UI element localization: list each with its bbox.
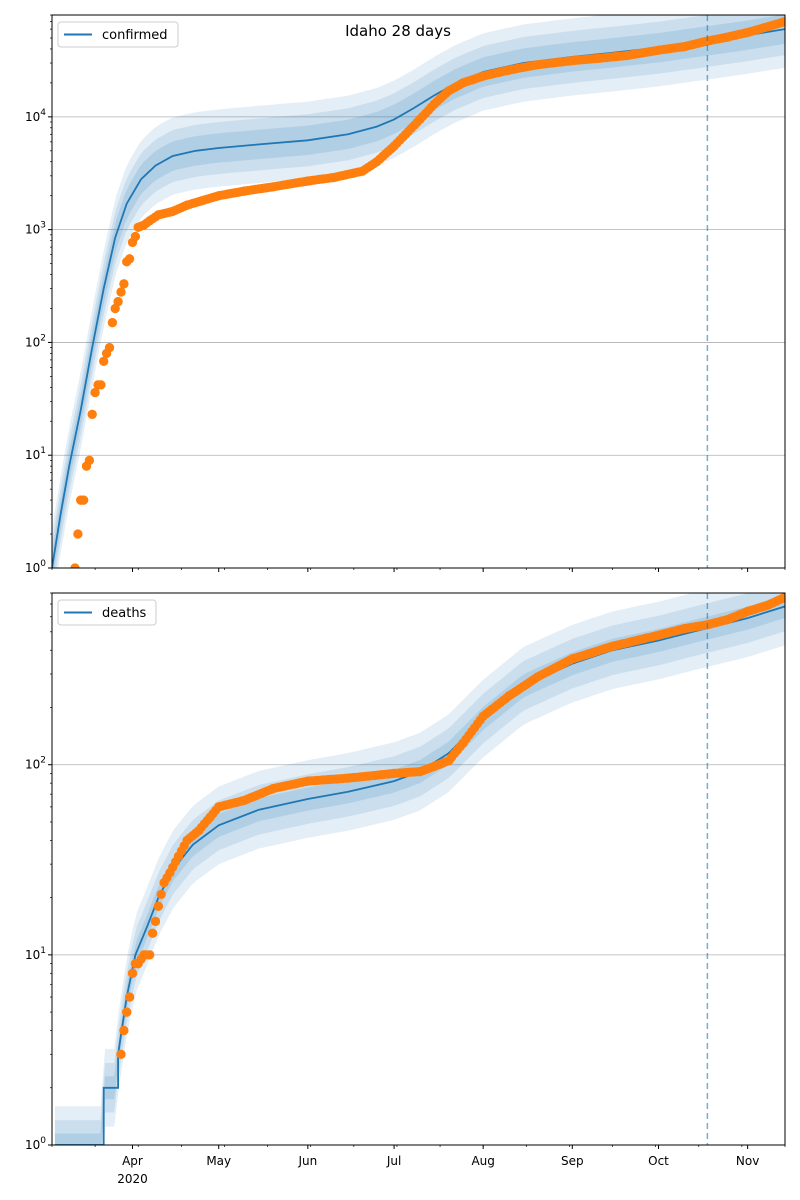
observed-point (104, 343, 115, 353)
x-year-label: 2020 (117, 1172, 148, 1186)
observed-point (119, 1025, 129, 1036)
confirmed-plot: 100 101 102 103 104 confirmed (25, 14, 786, 575)
observed-point (130, 231, 140, 242)
observed-point (156, 889, 166, 900)
uncertainty-band (54, 593, 785, 1145)
x-tick-label: Jun (297, 1154, 317, 1168)
uncertainty-band (54, 593, 785, 1145)
observed-point (122, 1007, 132, 1017)
observed-point (73, 529, 83, 539)
observed-point (125, 992, 135, 1002)
axes-frame (51, 592, 786, 1146)
y-tick-label: 102 (25, 756, 46, 772)
observed-point (87, 409, 97, 419)
observed-point (90, 387, 100, 398)
observed-point (84, 455, 94, 465)
observed-point (153, 901, 163, 911)
observed-point (127, 968, 138, 978)
observed-point (116, 1049, 126, 1059)
observed-point (107, 318, 117, 328)
legend-label: confirmed (102, 28, 168, 43)
y-tick-label: 100 (25, 1136, 46, 1152)
y-tick-label: 100 (25, 559, 46, 575)
y-tick-label: 101 (25, 446, 46, 462)
observed-point (148, 928, 158, 938)
y-tick-label: 102 (25, 333, 46, 349)
legend-label: deaths (102, 606, 147, 621)
uncertainty-band (52, 15, 785, 568)
observed-point (99, 356, 109, 366)
observed-point (110, 303, 120, 314)
observed-point (125, 254, 135, 264)
uncertainty-band (52, 15, 785, 568)
deaths-plot: 100 101 102 Apr May Jun Jul Aug Sep Oct Nov 2020 dea… (25, 592, 786, 1186)
uncertainty-band (52, 15, 785, 568)
observed-point (780, 593, 785, 602)
y-tick-label: 104 (25, 108, 46, 124)
observed-point (113, 297, 123, 307)
legend-box (57, 21, 179, 48)
y-tick-label: 101 (25, 946, 46, 962)
observed-point (780, 16, 785, 27)
chart-title: Idaho 28 days (345, 22, 451, 40)
observed-point (79, 495, 89, 505)
observed-point (150, 916, 161, 927)
y-tick-label: 103 (25, 221, 46, 237)
x-tick-label: Nov (736, 1154, 759, 1168)
x-tick-label: Jul (386, 1154, 401, 1168)
axes-frame (51, 14, 786, 569)
x-tick-label: Aug (471, 1154, 494, 1168)
x-tick-label: Sep (561, 1154, 584, 1168)
x-tick-label: Oct (648, 1154, 669, 1168)
observed-point (145, 950, 155, 960)
x-tick-label: Apr (122, 1154, 143, 1168)
legend-box (57, 599, 157, 626)
observed-point (116, 287, 126, 297)
plot-area (52, 15, 785, 568)
observed-point (119, 279, 129, 289)
x-tick-label: May (206, 1154, 231, 1168)
plot-area (52, 593, 785, 1145)
observed-point (96, 380, 106, 390)
observed-point (70, 563, 80, 568)
